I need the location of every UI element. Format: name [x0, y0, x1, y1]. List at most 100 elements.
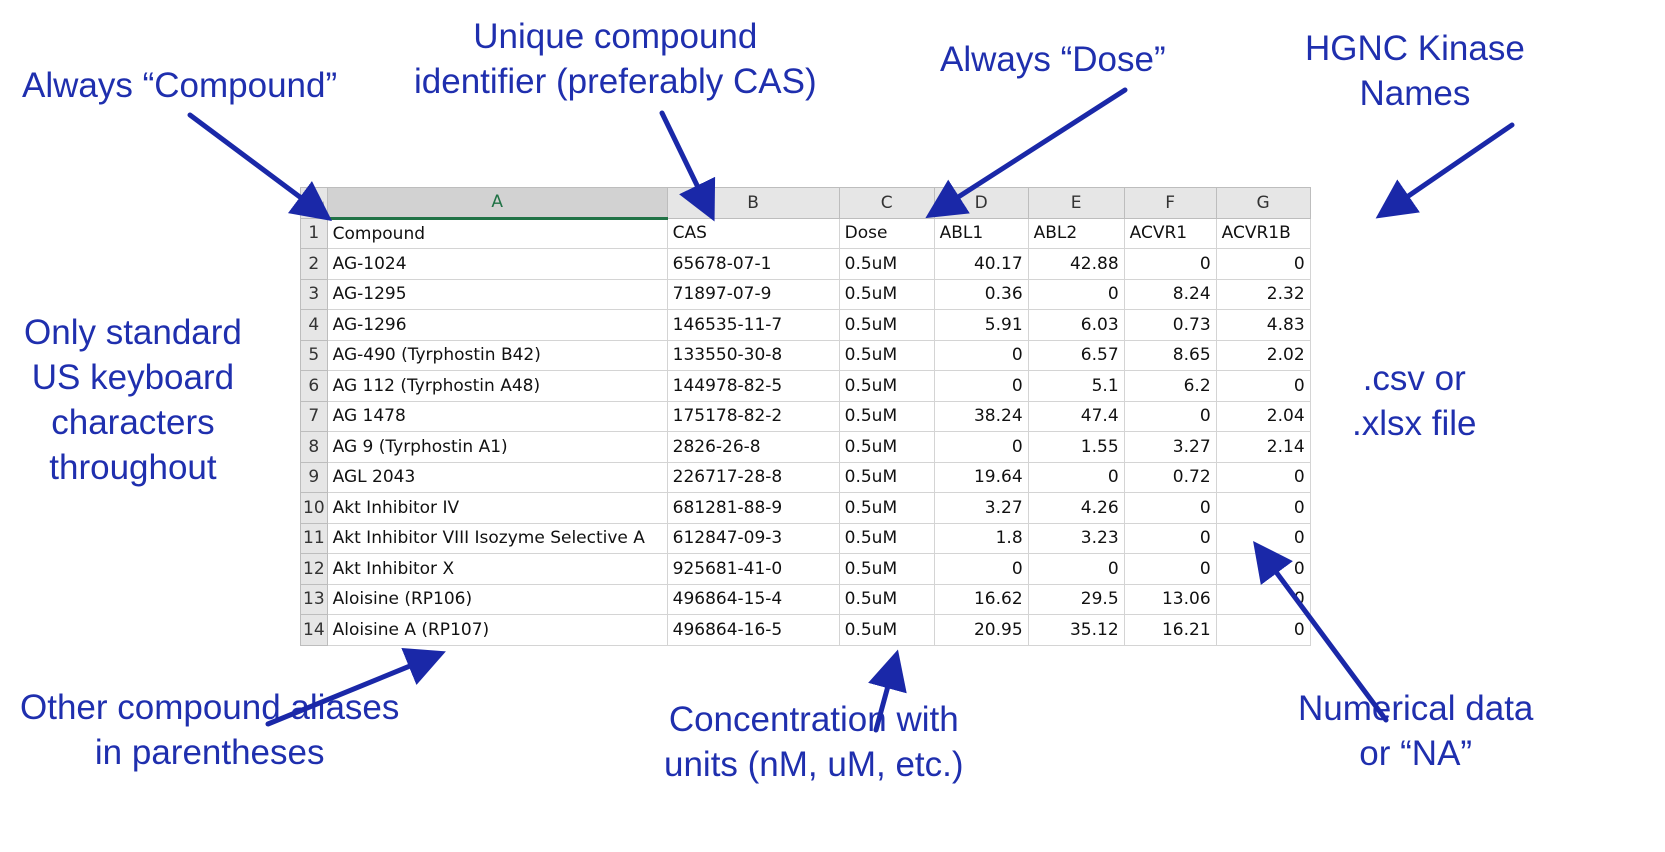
- cell-c9[interactable]: 0.5uM: [838, 461, 935, 493]
- cell-c13[interactable]: 0.5uM: [838, 583, 935, 615]
- cell-g12[interactable]: 0: [1215, 553, 1311, 585]
- cell-a7[interactable]: AG 1478: [326, 400, 668, 432]
- cell-f1[interactable]: ACVR1: [1123, 217, 1217, 249]
- cell-f12[interactable]: 0: [1123, 553, 1217, 585]
- cell-d10[interactable]: 3.27: [933, 492, 1029, 524]
- cell-g13[interactable]: 0: [1215, 583, 1311, 615]
- cell-b10[interactable]: 681281-88-9: [666, 492, 840, 524]
- cell-a3[interactable]: AG-1295: [326, 278, 668, 310]
- cell-e8[interactable]: 1.55: [1027, 431, 1125, 463]
- cell-a11[interactable]: Akt Inhibitor VIII Isozyme Selective A: [326, 522, 668, 554]
- cell-f10[interactable]: 0: [1123, 492, 1217, 524]
- cell-f3[interactable]: 8.24: [1123, 278, 1217, 310]
- cell-b4[interactable]: 146535-11-7: [666, 309, 840, 341]
- row-header[interactable]: 7: [300, 400, 328, 432]
- row-header[interactable]: 2: [300, 248, 328, 280]
- column-header-d[interactable]: D: [933, 187, 1029, 219]
- row-header[interactable]: 9: [300, 461, 328, 493]
- cell-g11[interactable]: 0: [1215, 522, 1311, 554]
- cell-g9[interactable]: 0: [1215, 461, 1311, 493]
- cell-b11[interactable]: 612847-09-3: [666, 522, 840, 554]
- cell-d14[interactable]: 20.95: [933, 614, 1029, 646]
- cell-b2[interactable]: 65678-07-1: [666, 248, 840, 280]
- cell-g5[interactable]: 2.02: [1215, 339, 1311, 371]
- row-header[interactable]: 12: [300, 553, 328, 585]
- cell-b13[interactable]: 496864-15-4: [666, 583, 840, 615]
- cell-a13[interactable]: Aloisine (RP106): [326, 583, 668, 615]
- cell-g6[interactable]: 0: [1215, 370, 1311, 402]
- cell-c14[interactable]: 0.5uM: [838, 614, 935, 646]
- cell-d12[interactable]: 0: [933, 553, 1029, 585]
- cell-c4[interactable]: 0.5uM: [838, 309, 935, 341]
- cell-d8[interactable]: 0: [933, 431, 1029, 463]
- cell-d1[interactable]: ABL1: [933, 217, 1029, 249]
- cell-a6[interactable]: AG 112 (Tyrphostin A48): [326, 370, 668, 402]
- column-header-e[interactable]: E: [1027, 187, 1125, 219]
- cell-f4[interactable]: 0.73: [1123, 309, 1217, 341]
- cell-f6[interactable]: 6.2: [1123, 370, 1217, 402]
- cell-f9[interactable]: 0.72: [1123, 461, 1217, 493]
- cell-f14[interactable]: 16.21: [1123, 614, 1217, 646]
- cell-g8[interactable]: 2.14: [1215, 431, 1311, 463]
- cell-e6[interactable]: 5.1: [1027, 370, 1125, 402]
- cell-g3[interactable]: 2.32: [1215, 278, 1311, 310]
- cell-b7[interactable]: 175178-82-2: [666, 400, 840, 432]
- column-header-g[interactable]: G: [1215, 187, 1311, 219]
- cell-b9[interactable]: 226717-28-8: [666, 461, 840, 493]
- cell-a12[interactable]: Akt Inhibitor X: [326, 553, 668, 585]
- row-header[interactable]: 4: [300, 309, 328, 341]
- cell-d13[interactable]: 16.62: [933, 583, 1029, 615]
- cell-f11[interactable]: 0: [1123, 522, 1217, 554]
- row-header[interactable]: 11: [300, 522, 328, 554]
- cell-f5[interactable]: 8.65: [1123, 339, 1217, 371]
- cell-g7[interactable]: 2.04: [1215, 400, 1311, 432]
- cell-b3[interactable]: 71897-07-9: [666, 278, 840, 310]
- cell-e1[interactable]: ABL2: [1027, 217, 1125, 249]
- cell-e11[interactable]: 3.23: [1027, 522, 1125, 554]
- cell-c10[interactable]: 0.5uM: [838, 492, 935, 524]
- cell-e4[interactable]: 6.03: [1027, 309, 1125, 341]
- cell-d3[interactable]: 0.36: [933, 278, 1029, 310]
- row-header[interactable]: 10: [300, 492, 328, 524]
- row-header[interactable]: 1: [300, 217, 328, 249]
- cell-d6[interactable]: 0: [933, 370, 1029, 402]
- cell-f8[interactable]: 3.27: [1123, 431, 1217, 463]
- cell-g4[interactable]: 4.83: [1215, 309, 1311, 341]
- cell-e14[interactable]: 35.12: [1027, 614, 1125, 646]
- cell-g14[interactable]: 0: [1215, 614, 1311, 646]
- column-header-c[interactable]: C: [838, 187, 935, 219]
- cell-b5[interactable]: 133550-30-8: [666, 339, 840, 371]
- row-header[interactable]: 8: [300, 431, 328, 463]
- cell-a8[interactable]: AG 9 (Tyrphostin A1): [326, 431, 668, 463]
- cell-c12[interactable]: 0.5uM: [838, 553, 935, 585]
- cell-f13[interactable]: 13.06: [1123, 583, 1217, 615]
- column-header-b[interactable]: B: [666, 187, 840, 219]
- cell-g10[interactable]: 0: [1215, 492, 1311, 524]
- cell-e2[interactable]: 42.88: [1027, 248, 1125, 280]
- cell-c6[interactable]: 0.5uM: [838, 370, 935, 402]
- cell-d2[interactable]: 40.17: [933, 248, 1029, 280]
- cell-c3[interactable]: 0.5uM: [838, 278, 935, 310]
- cell-c8[interactable]: 0.5uM: [838, 431, 935, 463]
- cell-d4[interactable]: 5.91: [933, 309, 1029, 341]
- cell-b6[interactable]: 144978-82-5: [666, 370, 840, 402]
- column-header-a[interactable]: A: [326, 187, 668, 220]
- cell-a2[interactable]: AG-1024: [326, 248, 668, 280]
- cell-g1[interactable]: ACVR1B: [1215, 217, 1311, 249]
- cell-c7[interactable]: 0.5uM: [838, 400, 935, 432]
- cell-c2[interactable]: 0.5uM: [838, 248, 935, 280]
- cell-b8[interactable]: 2826-26-8: [666, 431, 840, 463]
- row-header[interactable]: 13: [300, 583, 328, 615]
- cell-e7[interactable]: 47.4: [1027, 400, 1125, 432]
- row-header[interactable]: 6: [300, 370, 328, 402]
- column-header-f[interactable]: F: [1123, 187, 1217, 219]
- cell-b14[interactable]: 496864-16-5: [666, 614, 840, 646]
- cell-d7[interactable]: 38.24: [933, 400, 1029, 432]
- cell-f7[interactable]: 0: [1123, 400, 1217, 432]
- cell-e13[interactable]: 29.5: [1027, 583, 1125, 615]
- cell-e3[interactable]: 0: [1027, 278, 1125, 310]
- row-header[interactable]: 14: [300, 614, 328, 646]
- cell-e12[interactable]: 0: [1027, 553, 1125, 585]
- cell-a4[interactable]: AG-1296: [326, 309, 668, 341]
- cell-e5[interactable]: 6.57: [1027, 339, 1125, 371]
